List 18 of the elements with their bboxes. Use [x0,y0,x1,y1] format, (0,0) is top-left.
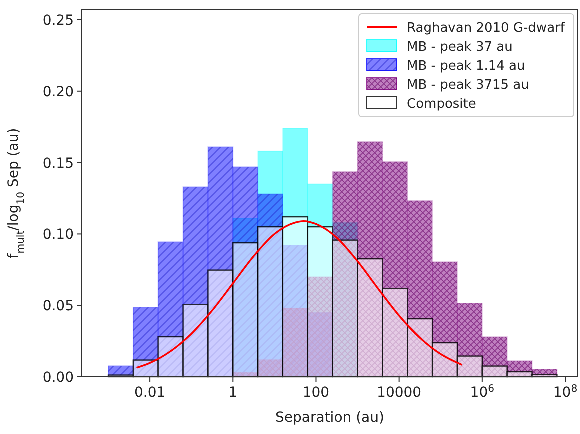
x-tick-label: 10000 [377,385,422,401]
x-tick-label: 1 [228,385,238,401]
legend-label: MB - peak 3715 au [407,78,530,93]
x-axis-title: Separation (au) [276,410,384,426]
y-tick-label: 0.00 [42,370,74,386]
y-tick-label: 0.20 [42,84,74,100]
y-tick-label: 0.25 [42,12,74,29]
legend-label: MB - peak 1.14 au [407,59,526,74]
y-tick-label: 0.15 [42,156,74,172]
legend-label: Raghavan 2010 G-dwarf [407,21,566,36]
y-tick-label: 0.05 [42,298,74,315]
x-tick-label: 10$^{8}$ [553,384,578,401]
legend-label: MB - peak 37 au [407,40,513,55]
x-tick-label: 0.01 [134,385,166,401]
y-tick-label: 0.10 [42,227,74,244]
x-tick-label: 100 [302,385,330,401]
x-tick-label: 10$^{6}$ [470,384,495,401]
legend-label: Composite [407,97,476,112]
